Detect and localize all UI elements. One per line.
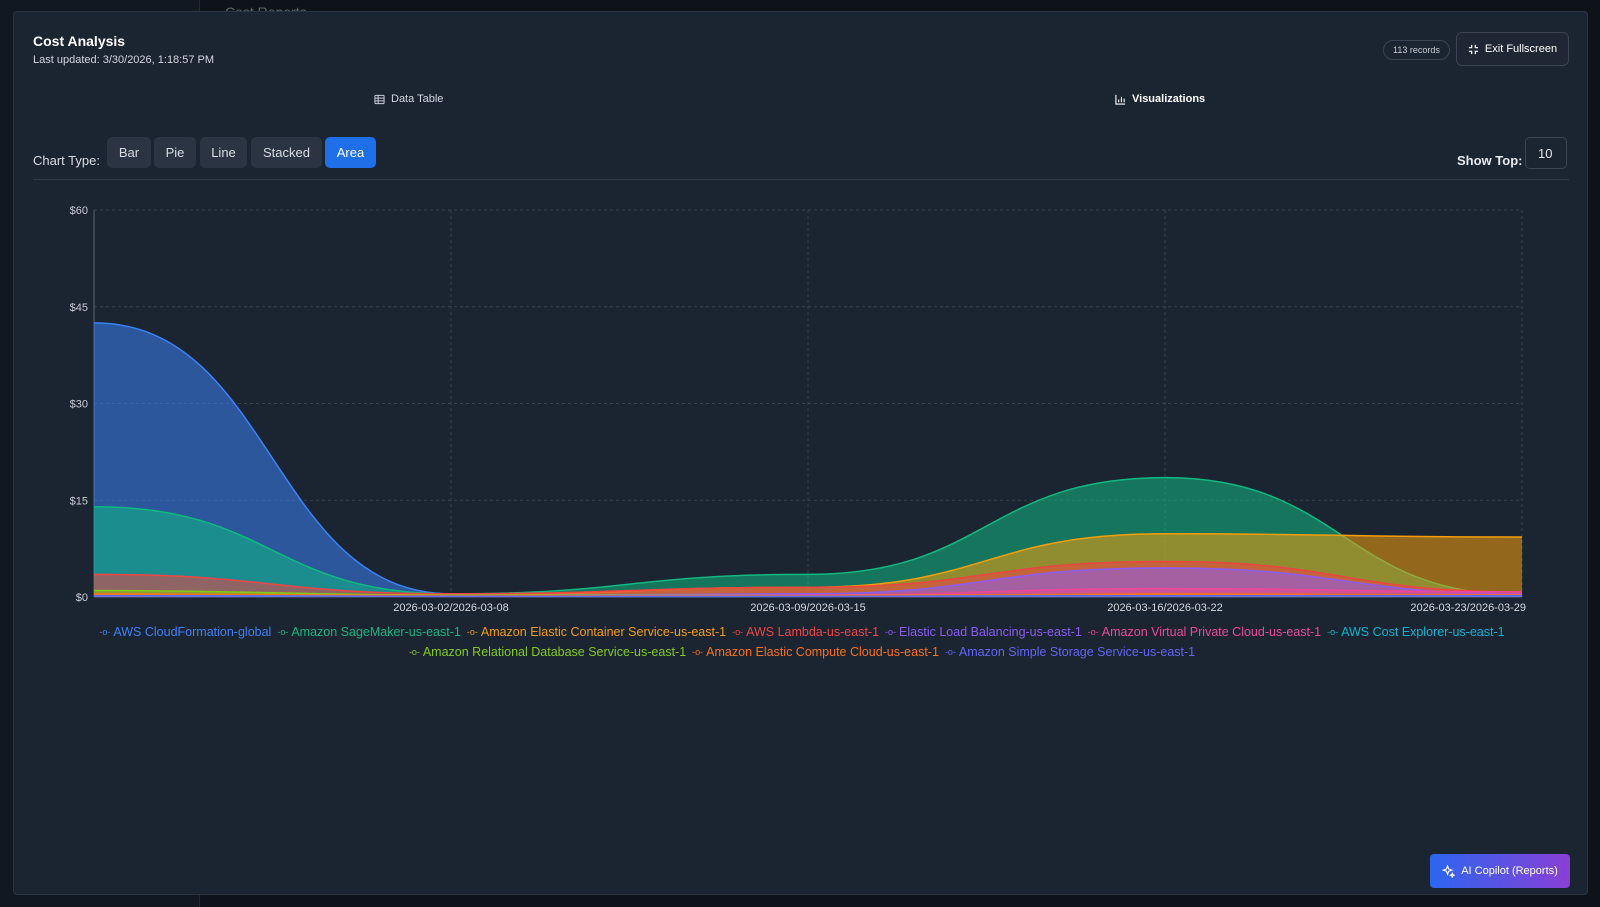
tab-visualizations-label: Visualizations <box>1132 93 1206 105</box>
legend-marker-icon: -o- <box>466 627 478 637</box>
legend-marker-icon: -o- <box>99 627 111 637</box>
legend-marker-icon: -o- <box>885 627 897 637</box>
legend-marker-icon: -o- <box>1087 627 1099 637</box>
last-updated-text: Last updated: 3/30/2026, 1:18:57 PM <box>33 54 215 66</box>
divider <box>33 179 1569 180</box>
chart-type-area-button[interactable]: Area <box>325 137 376 168</box>
legend-item[interactable]: -o- AWS Cost Explorer-us-east-1 <box>1327 623 1504 642</box>
tab-visualizations[interactable]: Visualizations <box>1115 93 1205 105</box>
legend-item[interactable]: -o- Amazon Elastic Container Service-us-e… <box>467 623 726 642</box>
legend-label: Elastic Load Balancing-us-east-1 <box>899 625 1082 639</box>
y-tick-label: $0 <box>76 592 88 604</box>
page-title: Cost Analysis <box>33 33 126 49</box>
x-tick-label: 2026-03-02/2026-03-08 <box>393 602 509 614</box>
tab-data-table-label: Data Table <box>391 93 444 105</box>
chart-type-line-button[interactable]: Line <box>200 137 247 168</box>
chart-legend: -o- AWS CloudFormation-global -o- Amazon Sa… <box>42 622 1562 662</box>
chart-type-pie-button[interactable]: Pie <box>154 137 196 168</box>
legend-item[interactable]: -o- Amazon SageMaker-us-east-1 <box>277 623 461 642</box>
table-icon <box>374 94 385 104</box>
legend-label: AWS Lambda-us-east-1 <box>746 625 880 639</box>
legend-marker-icon: -o- <box>944 647 956 657</box>
ai-copilot-label: AI Copilot (Reports) <box>1461 865 1558 877</box>
legend-marker-icon: -o- <box>1327 627 1339 637</box>
series-line <box>93 476 1523 596</box>
sparkle-icon <box>1442 864 1456 878</box>
legend-label: Amazon Simple Storage Service-us-east-1 <box>958 645 1196 659</box>
legend-item[interactable]: -o- AWS Lambda-us-east-1 <box>732 623 879 642</box>
legend-item[interactable]: -o- Amazon Simple Storage Service-us-east… <box>945 643 1195 662</box>
legend-item[interactable]: -o- Elastic Load Balancing-us-east-1 <box>885 623 1082 642</box>
x-tick-label: 2026-03-23/2026-03-29 <box>1410 602 1526 614</box>
chart-type-bar-button[interactable]: Bar <box>107 137 151 168</box>
chart-type-stacked-button[interactable]: Stacked <box>251 137 322 168</box>
fullscreen-panel: Cost Analysis Last updated: 3/30/2026, 1… <box>13 11 1588 895</box>
records-badge: 113 records <box>1383 40 1450 60</box>
legend-item[interactable]: -o- AWS CloudFormation-global <box>99 623 271 642</box>
chart-type-label: Chart Type: <box>33 153 100 168</box>
collapse-icon <box>1468 44 1479 54</box>
ai-copilot-button[interactable]: AI Copilot (Reports) <box>1430 854 1570 888</box>
x-tick-label: 2026-03-16/2026-03-22 <box>1107 602 1223 614</box>
y-tick-label: $30 <box>70 399 88 411</box>
legend-item[interactable]: -o- Amazon Virtual Private Cloud-us-east-… <box>1088 623 1321 642</box>
y-tick-label: $15 <box>70 495 88 507</box>
exit-fullscreen-button[interactable]: Exit Fullscreen <box>1456 32 1569 66</box>
bar-chart-icon <box>1115 94 1126 105</box>
legend-label: Amazon SageMaker-us-east-1 <box>291 625 461 639</box>
legend-item[interactable]: -o- Amazon Relational Database Service-us… <box>409 643 686 662</box>
legend-marker-icon: -o- <box>277 627 289 637</box>
x-tick-label: 2026-03-09/2026-03-15 <box>750 602 866 614</box>
series-line <box>93 560 1523 595</box>
legend-marker-icon: -o- <box>732 627 744 637</box>
legend-label: Amazon Virtual Private Cloud-us-east-1 <box>1101 625 1322 639</box>
legend-label: Amazon Elastic Compute Cloud-us-east-1 <box>706 645 939 659</box>
show-top-input[interactable] <box>1525 137 1567 169</box>
series-line <box>93 594 1522 598</box>
legend-label: AWS Cost Explorer-us-east-1 <box>1341 625 1505 639</box>
y-tick-label: $45 <box>70 302 88 314</box>
legend-marker-icon: -o- <box>408 647 420 657</box>
area-chart: $0 $15 $30 $45 $60 2026-03-02/2026-03-08 2026-… <box>70 205 1526 614</box>
show-top-label: Show Top: <box>1457 153 1523 168</box>
legend-label: Amazon Elastic Container Service-us-east… <box>480 625 727 639</box>
exit-fullscreen-label: Exit Fullscreen <box>1484 43 1558 55</box>
legend-label: AWS CloudFormation-global <box>113 625 272 639</box>
legend-marker-icon: -o- <box>692 647 704 657</box>
y-tick-label: $60 <box>70 205 88 217</box>
legend-item[interactable]: -o- Amazon Elastic Compute Cloud-us-east-… <box>692 643 939 662</box>
legend-label: Amazon Relational Database Service-us-ea… <box>422 645 687 659</box>
tab-data-table[interactable]: Data Table <box>374 93 443 105</box>
